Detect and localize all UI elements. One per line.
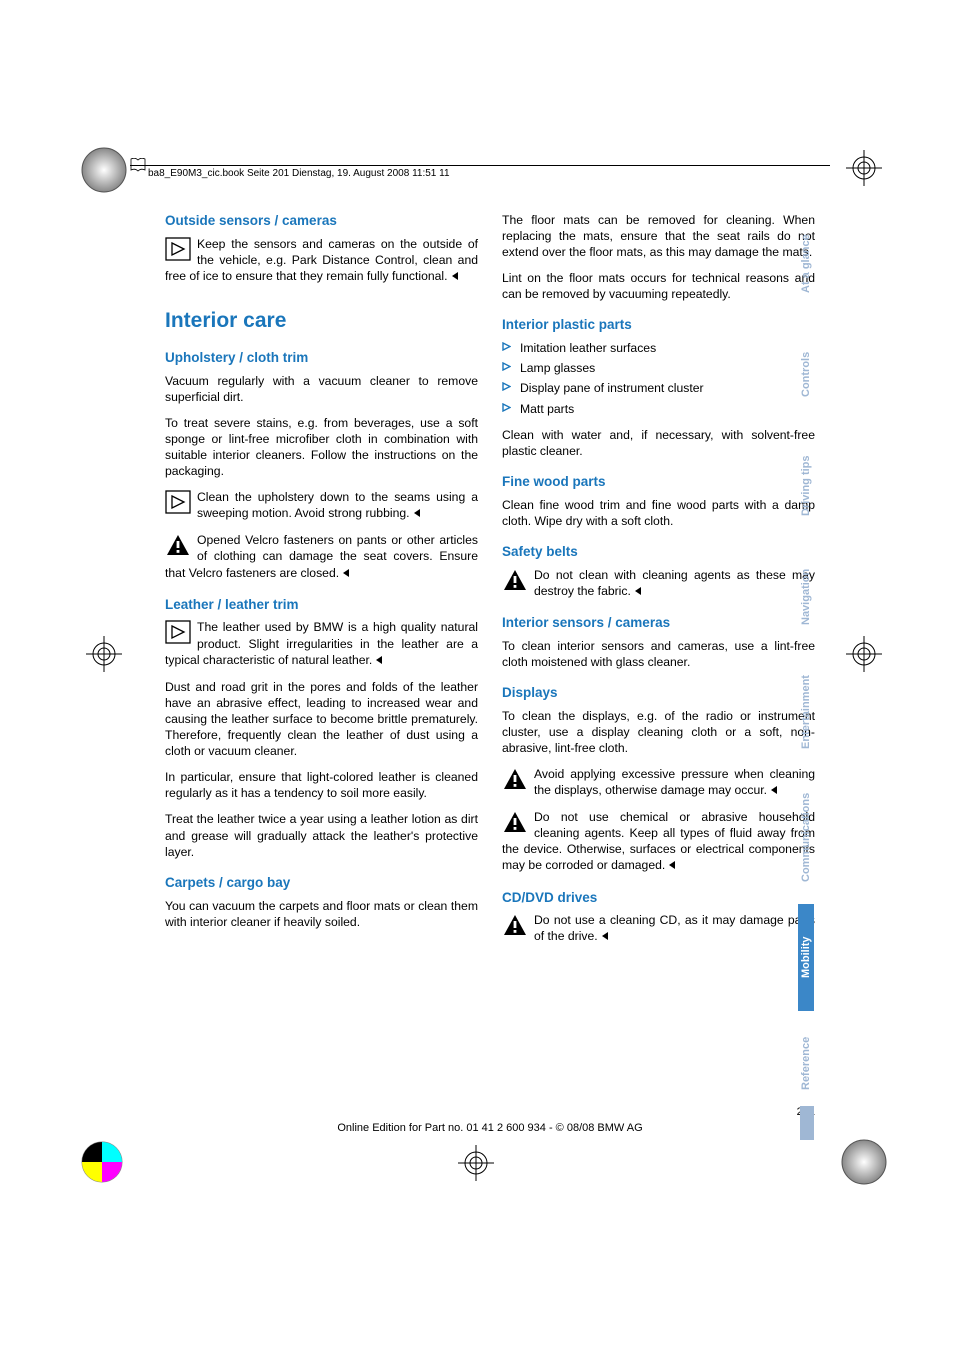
registration-mark-icon	[86, 636, 122, 672]
print-header-rule	[130, 165, 830, 166]
color-bar-icon	[80, 146, 128, 194]
bullet-item: Matt parts	[502, 401, 815, 417]
body-text: The floor mats can be removed for cleani…	[502, 212, 815, 260]
section-heading: Carpets / cargo bay	[165, 874, 478, 892]
note-text: Do not use a cleaning CD, as it may dama…	[534, 913, 815, 943]
bullet-item: Imitation leather surfaces	[502, 340, 815, 356]
section-heading: CD/DVD drives	[502, 889, 815, 907]
registration-mark-icon	[846, 636, 882, 672]
page-content: Outside sensors / cameras Keep the senso…	[165, 212, 815, 956]
warning-triangle-icon	[502, 810, 528, 834]
warning-triangle-icon	[165, 533, 191, 557]
info-triangle-icon	[165, 237, 191, 261]
warning-triangle-icon	[502, 568, 528, 592]
side-tab-controls[interactable]: Controls	[798, 321, 814, 428]
warning-note: Do not use a cleaning CD, as it may dama…	[502, 912, 815, 945]
bullet-list: Imitation leather surfaces Lamp glasses Di…	[502, 340, 815, 416]
bullet-item: Lamp glasses	[502, 360, 815, 376]
end-mark-icon	[769, 783, 779, 799]
info-triangle-icon	[165, 620, 191, 644]
info-note: The leather used by BMW is a high qualit…	[165, 619, 478, 668]
bullet-text: Imitation leather surfaces	[520, 340, 656, 356]
section-heading: Fine wood parts	[502, 473, 815, 491]
side-tab-communications[interactable]: Communications	[798, 774, 814, 900]
info-note: Clean the upholstery down to the seams u…	[165, 489, 478, 522]
bullet-triangle-icon	[502, 340, 520, 356]
section-heading: Upholstery / cloth trim	[165, 349, 478, 367]
note-text: Do not use chemical or abrasive househol…	[502, 810, 815, 872]
print-header-text: ba8_E90M3_cic.book Seite 201 Dienstag, 1…	[148, 168, 450, 179]
body-text: Vacuum regularly with a vacuum cleaner t…	[165, 373, 478, 405]
book-icon	[130, 158, 146, 172]
bullet-text: Display pane of instrument cluster	[520, 380, 704, 396]
section-heading: Safety belts	[502, 543, 815, 561]
end-mark-icon	[341, 566, 351, 582]
section-heading: Interior plastic parts	[502, 316, 815, 334]
right-column: The floor mats can be removed for cleani…	[502, 212, 815, 956]
side-tab-entertainment[interactable]: Entertainment	[798, 654, 814, 770]
warning-note: Opened Velcro fasteners on pants or othe…	[165, 532, 478, 581]
left-column: Outside sensors / cameras Keep the senso…	[165, 212, 478, 956]
body-text: To treat severe stains, e.g. from bevera…	[165, 415, 478, 479]
note-text: Do not clean with cleaning agents as the…	[534, 568, 815, 598]
bullet-text: Matt parts	[520, 401, 574, 417]
body-text: To clean the displays, e.g. of the radio…	[502, 708, 815, 756]
color-bar-icon	[80, 1140, 124, 1184]
color-bar-icon	[840, 1138, 888, 1186]
note-text: Keep the sensors and cameras on the outs…	[165, 237, 478, 283]
body-text: Clean with water and, if necessary, with…	[502, 427, 815, 459]
warning-triangle-icon	[502, 913, 528, 937]
section-heading: Outside sensors / cameras	[165, 212, 478, 230]
bullet-item: Display pane of instrument cluster	[502, 380, 815, 396]
end-mark-icon	[633, 584, 643, 600]
bullet-triangle-icon	[502, 360, 520, 376]
warning-triangle-icon	[502, 767, 528, 791]
section-heading: Leather / leather trim	[165, 596, 478, 614]
body-text: To clean interior sensors and cameras, u…	[502, 638, 815, 670]
registration-mark-icon	[458, 1145, 494, 1181]
side-tab-driving-tips[interactable]: Driving tips	[798, 432, 814, 539]
section-heading: Interior sensors / cameras	[502, 614, 815, 632]
registration-mark-icon	[846, 150, 882, 186]
note-text: The leather used by BMW is a high qualit…	[165, 620, 478, 666]
side-tab-mobility[interactable]: Mobility	[798, 904, 814, 1011]
body-text: You can vacuum the carpets and floor mat…	[165, 898, 478, 930]
bullet-text: Lamp glasses	[520, 360, 595, 376]
body-text: Lint on the floor mats occurs for techni…	[502, 270, 815, 302]
section-heading: Displays	[502, 684, 815, 702]
side-tab-navigation[interactable]: Navigation	[798, 543, 814, 650]
end-mark-icon	[412, 506, 422, 522]
page-number-bar	[800, 1106, 814, 1140]
warning-note: Avoid applying excessive pressure when c…	[502, 766, 815, 799]
info-triangle-icon	[165, 490, 191, 514]
side-tab-at-a-glance[interactable]: At a glance	[798, 210, 814, 317]
warning-note: Do not use chemical or abrasive househol…	[502, 809, 815, 874]
end-mark-icon	[374, 653, 384, 669]
end-mark-icon	[450, 269, 460, 285]
body-text: In particular, ensure that light-colored…	[165, 769, 478, 801]
body-text: Dust and road grit in the pores and fold…	[165, 679, 478, 759]
body-text: Clean fine wood trim and fine wood parts…	[502, 497, 815, 529]
side-tabs: At a glance Controls Driving tips Navigatio…	[798, 210, 816, 1115]
warning-note: Do not clean with cleaning agents as the…	[502, 567, 815, 600]
end-mark-icon	[600, 929, 610, 945]
note-text: Clean the upholstery down to the seams u…	[197, 490, 478, 520]
info-note: Keep the sensors and cameras on the outs…	[165, 236, 478, 285]
bullet-triangle-icon	[502, 380, 520, 396]
bullet-triangle-icon	[502, 401, 520, 417]
end-mark-icon	[667, 858, 677, 874]
body-text: Treat the leather twice a year using a l…	[165, 811, 478, 859]
page-number: 201	[165, 1106, 815, 1118]
main-heading: Interior care	[165, 307, 478, 335]
side-tab-reference[interactable]: Reference	[798, 1015, 814, 1111]
footer-line: Online Edition for Part no. 01 41 2 600 …	[165, 1122, 815, 1134]
note-text: Opened Velcro fasteners on pants or othe…	[165, 533, 478, 579]
